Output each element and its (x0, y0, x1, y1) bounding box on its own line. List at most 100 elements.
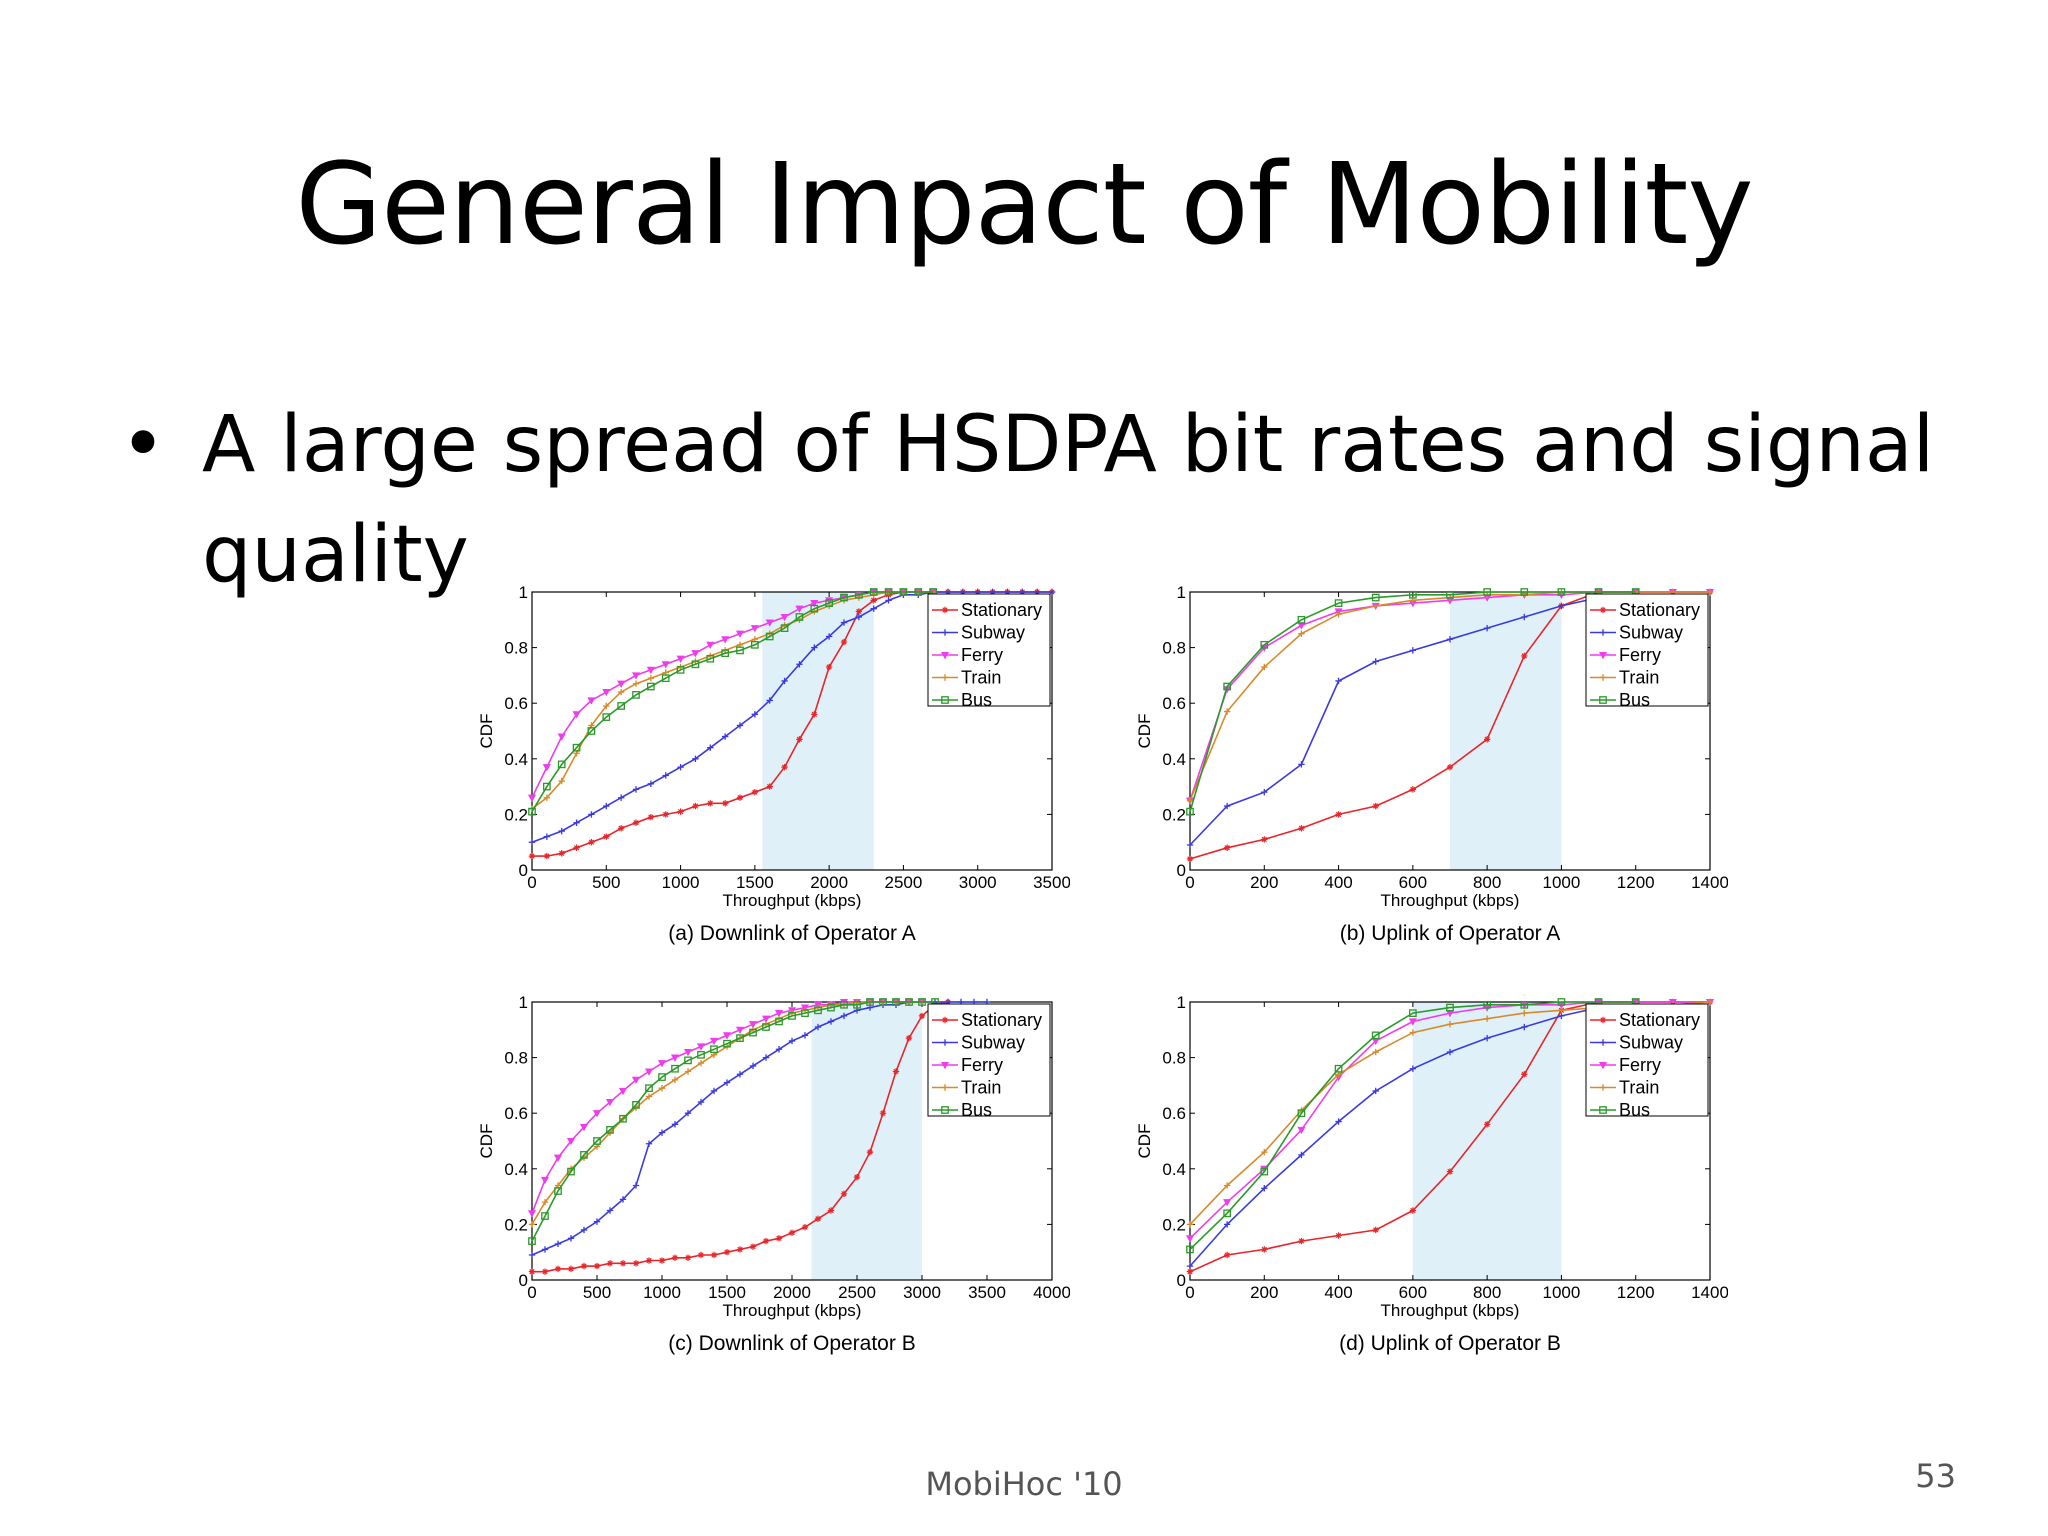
data-point-bus (914, 588, 923, 596)
data-point-ferry (646, 666, 655, 675)
legend-box (1585, 1003, 1709, 1117)
data-point-bus (762, 1023, 770, 1031)
data-point-ferry (602, 689, 611, 697)
data-point-stationary (1298, 1237, 1305, 1245)
data-point-ferry (631, 672, 641, 680)
legend-label-stationary: Stationary (1619, 600, 1700, 620)
data-point-bus (1557, 998, 1566, 1006)
data-point-subway (554, 1240, 562, 1248)
data-point-train (1446, 1021, 1454, 1028)
data-point-stationary (853, 1173, 861, 1181)
data-point-stationary (905, 1034, 913, 1042)
y-tick-label: 0.2 (504, 805, 528, 824)
data-point-bus (632, 691, 640, 699)
data-point-bus (723, 1039, 731, 1048)
data-point-bus (567, 1167, 575, 1176)
data-point-bus (1223, 1209, 1231, 1218)
data-point-subway (749, 1062, 757, 1070)
data-point-subway (1298, 761, 1305, 768)
legend-marker-ferry (940, 1061, 950, 1070)
data-point-subway (684, 1110, 692, 1117)
data-point-bus (676, 665, 685, 674)
data-point-stationary (1446, 1168, 1454, 1175)
x-tick-label: 600 (1399, 873, 1427, 892)
x-tick-label: 200 (1250, 1283, 1278, 1302)
y-tick-label: 0.4 (504, 750, 528, 769)
x-tick-label: 400 (1324, 873, 1352, 892)
data-point-subway (736, 722, 744, 729)
y-tick-label: 0.8 (504, 1049, 528, 1068)
legend-label-train: Train (1619, 668, 1659, 688)
data-point-bus (780, 624, 789, 632)
data-point-ferry (735, 630, 745, 638)
legend-label-train: Train (1619, 1078, 1659, 1098)
data-point-train (632, 680, 640, 687)
data-point-train (684, 1068, 692, 1075)
data-point-stationary (827, 1207, 835, 1214)
data-point-stationary (1186, 1268, 1194, 1275)
data-point-bus (710, 1045, 718, 1054)
data-point-subway (541, 1246, 549, 1253)
data-point-subway (1186, 841, 1194, 849)
data-point-subway (781, 677, 788, 685)
data-point-ferry (722, 1032, 732, 1040)
data-point-bus (788, 1012, 796, 1020)
data-point-bus (825, 599, 833, 607)
legend-marker-subway (1599, 1039, 1607, 1046)
x-tick-label: 600 (1399, 1283, 1427, 1302)
data-point-subway (707, 744, 714, 751)
legend-marker-train (1599, 1084, 1607, 1091)
data-point-ferry (592, 1110, 602, 1118)
x-tick-label: 800 (1473, 873, 1501, 892)
data-point-subway (1483, 624, 1491, 632)
data-point-ferry (691, 650, 700, 658)
data-point-stationary (721, 800, 729, 807)
data-point-stationary (692, 802, 699, 810)
data-point-ferry (696, 1043, 706, 1051)
data-point-bus (1223, 682, 1231, 691)
data-point-subway (692, 755, 699, 762)
x-tick-label: 500 (592, 873, 620, 892)
data-point-ferry (557, 733, 566, 741)
data-point-subway (632, 786, 640, 793)
data-point-train (1372, 1048, 1379, 1056)
x-tick-label: 1000 (643, 1283, 681, 1302)
data-point-ferry (1185, 1235, 1195, 1243)
x-axis-label: Throughput (kbps) (1381, 1301, 1520, 1320)
x-tick-label: 800 (1473, 1283, 1501, 1302)
chart-downlink-operator-b: 0 500 1000 1500 2000 2500 3000 3500 4000 0 0.2 0.4 0… (470, 990, 1071, 1360)
y-tick-label: 0.4 (1162, 750, 1186, 769)
data-point-subway (1261, 788, 1268, 796)
data-point-stationary (1261, 1246, 1268, 1253)
x-tick-label: 1000 (1543, 873, 1581, 892)
data-point-subway (567, 1235, 575, 1242)
data-point-bus (647, 682, 655, 691)
data-point-bus (1483, 1000, 1491, 1009)
data-point-stationary (588, 839, 595, 846)
series-ferry (527, 588, 938, 802)
legend-label-train: Train (961, 668, 1001, 688)
data-point-bus (580, 1151, 588, 1159)
data-point-ferry (810, 600, 819, 608)
y-tick-label: 0 (1177, 1271, 1186, 1290)
data-point-ferry (1297, 622, 1306, 630)
data-point-bus (543, 782, 551, 791)
page-number: 53 (1915, 1457, 1956, 1495)
x-tick-label: 2500 (885, 873, 923, 892)
data-point-stationary (647, 813, 655, 821)
y-tick-label: 1 (519, 993, 528, 1012)
data-point-stationary (801, 1223, 809, 1231)
legend-label-stationary: Stationary (961, 600, 1042, 620)
data-point-bus (632, 1101, 640, 1109)
y-axis-label: CDF (1135, 714, 1154, 749)
data-point-subway (766, 697, 773, 704)
series-line-bus (1189, 1001, 1636, 1250)
data-point-subway (658, 1129, 666, 1136)
data-point-train (1186, 1221, 1194, 1228)
data-point-bus (765, 632, 774, 641)
y-tick-label: 0.6 (504, 1104, 528, 1123)
data-point-stationary (1186, 855, 1194, 863)
series-line-bus (1189, 591, 1636, 812)
legend-label-ferry: Ferry (961, 1055, 1003, 1075)
data-point-bus (1446, 590, 1454, 599)
